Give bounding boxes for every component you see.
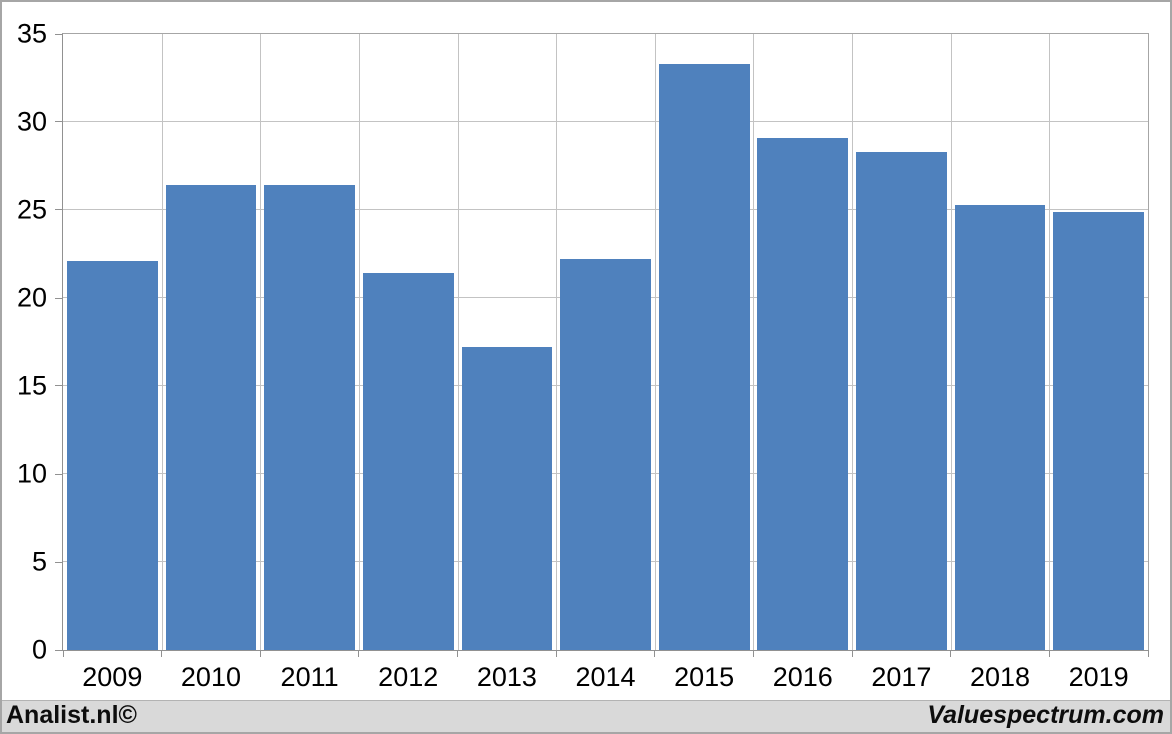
x-axis-tick (62, 650, 64, 657)
vertical-gridline (358, 34, 360, 650)
bar (66, 261, 158, 650)
x-axis-tick (358, 650, 360, 657)
bar-slot (162, 34, 261, 650)
vertical-gridline (753, 34, 755, 650)
bar (954, 204, 1046, 650)
x-tick-label: 2010 (180, 662, 241, 692)
bar-chart: 0 5 10 15 20 25 30 35 2009 2010 2011 2012 2013 2014 20… (2, 2, 1170, 700)
x-tick-label: 2015 (674, 662, 735, 692)
vertical-gridline (457, 34, 459, 650)
bar (264, 185, 355, 650)
vertical-gridline (260, 34, 262, 650)
x-axis-tick (1048, 650, 1050, 657)
analist-brand-label: Analist.nl© (6, 701, 137, 729)
y-tick-label: 30 (16, 106, 47, 137)
x-axis-tick (752, 650, 754, 657)
horizontal-gridline (63, 121, 1148, 122)
bar-slot (260, 34, 359, 650)
x-tick-label: 2019 (1068, 662, 1129, 692)
valuespectrum-brand-label: Valuespectrum.com (927, 701, 1164, 729)
y-tick-label: 35 (16, 18, 47, 49)
vertical-gridline (161, 34, 163, 650)
y-axis-tick (55, 561, 63, 563)
bar (165, 185, 257, 650)
y-axis-tick (55, 121, 63, 123)
x-tick-label: 2016 (772, 662, 833, 692)
y-tick-label: 10 (16, 458, 47, 489)
x-tick-label: 2017 (871, 662, 932, 692)
x-axis-tick (259, 650, 261, 657)
bar-slot (458, 34, 557, 650)
bar (856, 151, 947, 650)
x-tick-label: 2013 (476, 662, 537, 692)
bar-slot (556, 34, 655, 650)
y-tick-label: 25 (16, 194, 47, 225)
x-tick-label: 2018 (969, 662, 1031, 692)
y-axis-tick (55, 649, 63, 651)
x-axis-tick (161, 650, 163, 657)
bar-slot (655, 34, 754, 650)
x-axis-tick (457, 650, 459, 657)
vertical-gridline (1049, 34, 1051, 650)
x-tick-label: 2012 (378, 662, 439, 692)
vertical-gridline (950, 34, 952, 650)
bar (757, 137, 849, 650)
bar-slot (852, 34, 951, 650)
bar-slot (951, 34, 1050, 650)
x-tick-label: 2014 (575, 662, 636, 692)
vertical-gridline (852, 34, 854, 650)
x-tick-label: 2011 (280, 662, 339, 692)
bar-slot (63, 34, 162, 650)
bar (560, 259, 651, 650)
bar-slot (753, 34, 852, 650)
bar-slot (1049, 34, 1148, 650)
y-tick-label: 0 (31, 634, 47, 665)
vertical-gridline (556, 34, 558, 650)
x-axis-tick (555, 650, 557, 657)
x-axis-tick (1147, 650, 1149, 657)
bar (1053, 211, 1145, 650)
y-axis-tick (55, 385, 63, 387)
bar-slot (359, 34, 458, 650)
bars-layer (63, 34, 1148, 650)
x-tick-label: 2009 (82, 662, 143, 692)
y-axis-tick (55, 473, 63, 475)
y-axis-tick (55, 297, 63, 299)
bar (461, 347, 553, 650)
plot-area: 0 5 10 15 20 25 30 35 2009 2010 2011 2012 2013 2014 20… (17, 19, 1149, 692)
horizontal-gridline (63, 209, 1148, 210)
bar (658, 63, 750, 650)
footer-bar: Analist.nl© Valuespectrum.com (2, 700, 1170, 732)
y-tick-label: 5 (31, 546, 47, 577)
x-axis-tick (950, 650, 952, 657)
x-axis-tick (851, 650, 853, 657)
y-tick-label: 20 (16, 282, 47, 313)
vertical-gridline (654, 34, 656, 650)
y-tick-label: 15 (16, 370, 47, 401)
x-axis-tick (654, 650, 656, 657)
y-axis-tick (55, 209, 63, 211)
bar (362, 273, 454, 650)
y-axis-tick (55, 33, 63, 35)
